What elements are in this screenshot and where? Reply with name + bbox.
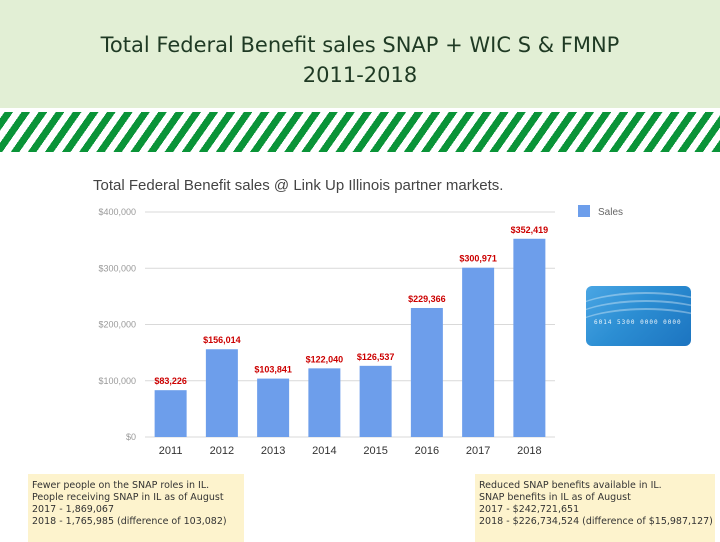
slide-title-line-2: 2011-2018 (302, 63, 418, 87)
note-snap-roles: Fewer people on the SNAP roles in IL. Pe… (28, 474, 244, 542)
data-label: $229,366 (408, 294, 446, 304)
x-tick-label: 2016 (415, 445, 439, 457)
x-tick-label: 2018 (517, 445, 541, 457)
bar-2018 (513, 238, 546, 437)
data-label: $156,014 (203, 335, 241, 345)
x-tick-label: 2011 (159, 445, 183, 457)
note-line: 2018 - $226,734,524 (difference of $15,9… (479, 516, 713, 527)
bar-2011 (154, 390, 187, 437)
chart-bars (154, 238, 546, 437)
header-band (0, 0, 720, 108)
x-tick-label: 2012 (210, 445, 234, 457)
data-label: $83,226 (154, 376, 187, 386)
y-tick-label: $400,000 (98, 207, 136, 217)
y-tick-label: $0 (126, 432, 136, 442)
bar-2015 (359, 365, 392, 437)
data-label: $126,537 (357, 352, 395, 362)
decorative-stripe-band (0, 112, 720, 152)
note-line: 2017 - $242,721,651 (479, 504, 580, 515)
x-tick-label: 2014 (312, 445, 336, 457)
data-label: $103,841 (254, 365, 292, 375)
note-line: Reduced SNAP benefits available in IL. (479, 480, 662, 491)
card-wave (586, 292, 691, 344)
slide-title: Total Federal Benefit sales SNAP + WIC S… (0, 30, 720, 90)
data-label: $122,040 (306, 354, 344, 364)
chart-title: Total Federal Benefit sales @ Link Up Il… (93, 177, 503, 194)
x-tick-label: 2013 (261, 445, 285, 457)
card-wave (586, 300, 691, 346)
note-line: People receiving SNAP in IL as of August (32, 492, 224, 503)
chart-x-ticks: 2011 2012 2013 2014 2015 2016 2017 2018 (159, 445, 542, 457)
x-tick-label: 2015 (363, 445, 387, 457)
bar-2012 (205, 349, 238, 437)
chart-data-labels: $83,226 $156,014 $103,841 $122,040 $126,537 $… (154, 225, 548, 386)
data-label: $352,419 (511, 225, 549, 235)
legend-label-sales: Sales (598, 207, 623, 218)
bar-2013 (257, 378, 290, 437)
note-line: Fewer people on the SNAP roles in IL. (32, 480, 210, 491)
note-line: SNAP benefits in IL as of August (479, 492, 631, 503)
note-line: 2018 - 1,765,985 (difference of 103,082) (32, 516, 227, 527)
note-snap-benefits: Reduced SNAP benefits available in IL. S… (475, 474, 715, 542)
y-tick-label: $300,000 (98, 263, 136, 273)
legend-swatch-sales (578, 205, 590, 217)
bar-2014 (308, 368, 341, 437)
x-tick-label: 2017 (466, 445, 490, 457)
card-number: 6014 5300 0000 0000 (594, 319, 682, 326)
bar-2017 (462, 267, 495, 437)
y-tick-label: $200,000 (98, 320, 136, 330)
data-label: $300,971 (459, 254, 497, 264)
note-line: 2017 - 1,869,067 (32, 504, 114, 515)
bar-2016 (410, 307, 443, 437)
slide-title-line-1: Total Federal Benefit sales SNAP + WIC S… (100, 33, 620, 57)
card-wave (586, 308, 691, 346)
chart-legend: Sales (578, 205, 623, 218)
ebt-card-image: 6014 5300 0000 0000 (586, 286, 691, 346)
y-tick-label: $100,000 (98, 376, 136, 386)
